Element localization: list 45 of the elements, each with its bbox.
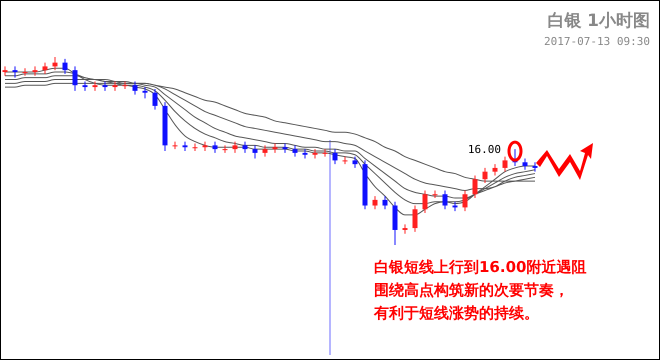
text: 围绕高点构筑新的次要节奏， [374, 281, 569, 299]
text: 白银 1小时图 [547, 11, 650, 31]
candlestick [502, 156, 508, 172]
candlestick [52, 56, 58, 71]
candlestick [412, 205, 418, 232]
candlestick [262, 144, 268, 158]
candlestick [382, 196, 388, 210]
candlestick [472, 174, 478, 198]
candlestick [2, 66, 8, 76]
candlestick [312, 148, 318, 160]
candlestick [372, 196, 378, 210]
candlestick [82, 80, 88, 92]
candlestick [92, 80, 98, 92]
candlestick [232, 141, 238, 154]
candlestick [112, 80, 118, 92]
candlestick [292, 144, 298, 158]
candlestick [422, 190, 428, 214]
candlestick [252, 144, 258, 160]
candlestick [462, 190, 468, 212]
candlestick [452, 201, 458, 212]
candlestick [32, 66, 38, 76]
candlestick [242, 141, 248, 154]
candlestick [272, 142, 278, 154]
candlestick [62, 58, 68, 74]
candlestick [282, 142, 288, 154]
candlestick [72, 66, 78, 92]
candlestick [522, 158, 528, 170]
candlestick [482, 167, 488, 184]
candlestick [402, 224, 408, 234]
candlestick [492, 164, 498, 176]
candlestick [42, 62, 48, 74]
candlestick [302, 148, 308, 160]
candlestick [332, 148, 338, 165]
candlestick [352, 156, 358, 168]
candlestick [532, 162, 538, 172]
text: 白银短线上行到16.00附近遇阻 [374, 258, 586, 276]
candlestick [212, 141, 218, 154]
candlestick [442, 190, 448, 210]
candlestick [132, 80, 138, 96]
text: 有利于短线涨势的持续。 [373, 304, 539, 322]
candlestick [152, 88, 158, 110]
candlestick [102, 80, 108, 92]
candlestick [12, 66, 18, 78]
text: 2017-07-13 09:30 [544, 35, 650, 48]
annotation: 16.00 [468, 143, 501, 156]
